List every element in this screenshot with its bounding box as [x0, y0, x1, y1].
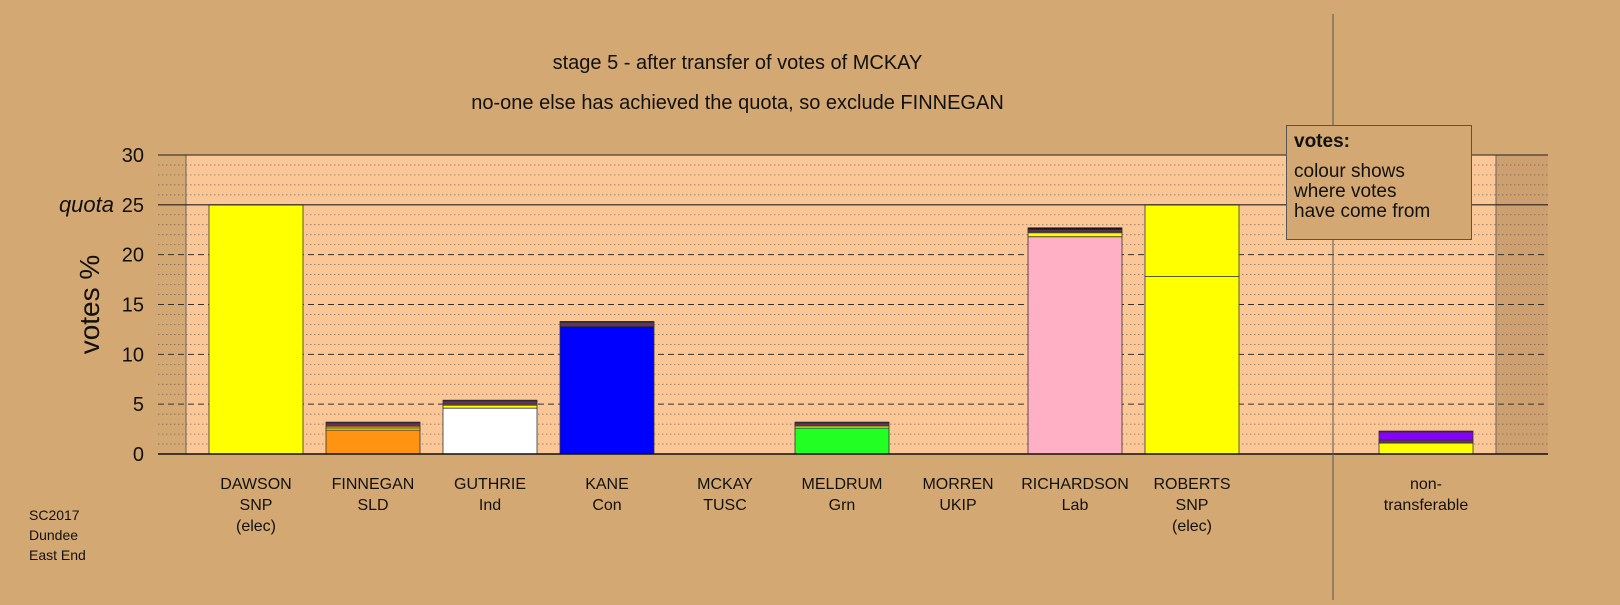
- category-label: TUSC: [703, 497, 747, 514]
- bar-segment: [794, 421, 890, 424]
- bar-segment: [442, 404, 538, 409]
- chart-subtitle: no-one else has achieved the quota, so e…: [471, 92, 1004, 114]
- category-label: DAWSON: [220, 476, 291, 493]
- category-label: FINNEGAN: [332, 476, 415, 493]
- bar-segment: [559, 326, 655, 455]
- category-label: Ind: [479, 497, 501, 514]
- category-label: Grn: [829, 497, 856, 514]
- category-label: Lab: [1062, 497, 1089, 514]
- bar-segment: [325, 421, 421, 424]
- bar-segment: [559, 321, 655, 323]
- category-label: Con: [592, 497, 621, 514]
- category-label: transferable: [1384, 497, 1469, 514]
- bar-segment: [1144, 276, 1240, 455]
- legend-line: have come from: [1294, 201, 1431, 222]
- y-tick-label: 30: [122, 145, 144, 167]
- category-label: non-: [1410, 476, 1442, 493]
- category-label: MELDRUM: [802, 476, 883, 493]
- legend-line: where votes: [1294, 181, 1397, 202]
- bar-segment: [794, 427, 890, 455]
- legend-line: colour shows: [1294, 161, 1405, 182]
- bar-segment: [1027, 227, 1123, 231]
- category-label: ROBERTS: [1153, 476, 1230, 493]
- bar-segment: [208, 204, 304, 455]
- category-label: MCKAY: [697, 476, 753, 493]
- bar-segment: [1378, 430, 1474, 433]
- category-label: UKIP: [939, 497, 976, 514]
- bar-segment: [442, 407, 538, 455]
- bar-segment: [325, 429, 421, 455]
- category-label: (elec): [236, 518, 276, 535]
- y-tick-label: 25: [122, 195, 144, 217]
- bar-segment: [1144, 204, 1240, 277]
- bar-segment: [325, 422, 421, 427]
- bar-segment: [1378, 439, 1474, 444]
- footer-line: SC2017: [29, 507, 80, 523]
- quota-label: quota: [59, 192, 114, 217]
- legend-title: votes:: [1294, 131, 1350, 152]
- bar-segment: [559, 322, 655, 327]
- bar-segment: [442, 399, 538, 402]
- bar-segment: [1027, 236, 1123, 455]
- footer-line: East End: [29, 547, 86, 563]
- category-label: SLD: [357, 497, 388, 514]
- category-label: MORREN: [922, 476, 993, 493]
- y-tick-label: 15: [122, 295, 144, 317]
- y-tick-label: 10: [122, 344, 144, 366]
- footer-label: SC2017 Dundee East End: [29, 505, 86, 565]
- y-tick-label: 0: [133, 444, 144, 466]
- bar-segment: [1378, 442, 1474, 455]
- bar-segment: [794, 422, 890, 427]
- bar-segment: [1027, 232, 1123, 238]
- category-label: SNP: [1176, 497, 1209, 514]
- bar-segment: [1378, 431, 1474, 441]
- y-axis-label: votes %: [74, 255, 105, 355]
- category-label: KANE: [585, 476, 629, 493]
- y-tick-label: 5: [133, 394, 144, 416]
- y-tick-label: 20: [122, 245, 144, 267]
- category-label: RICHARDSON: [1021, 476, 1129, 493]
- footer-line: Dundee: [29, 527, 79, 543]
- legend: votes: colour shows where votes have com…: [1286, 125, 1472, 240]
- category-label: GUTHRIE: [454, 476, 526, 493]
- chart-title: stage 5 - after transfer of votes of MCK…: [552, 52, 923, 74]
- category-label: (elec): [1172, 518, 1212, 535]
- bar-segment: [442, 400, 538, 405]
- category-label: SNP: [240, 497, 273, 514]
